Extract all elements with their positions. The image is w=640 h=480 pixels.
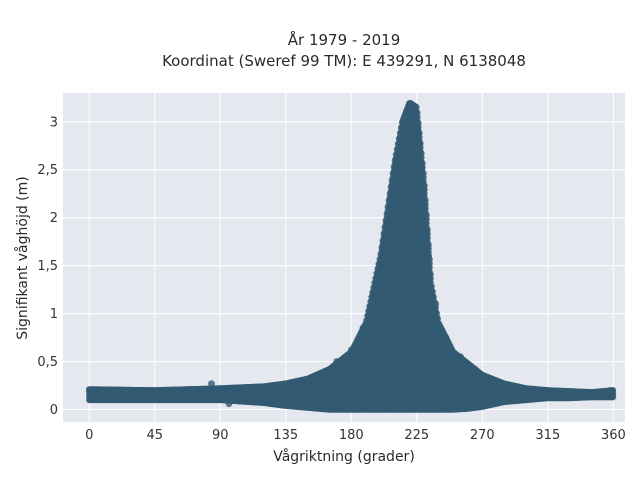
data-point [418, 150, 425, 157]
chart-title-line-1: År 1979 - 2019 [288, 30, 401, 49]
data-point [415, 120, 422, 127]
chart-title-line-2: Koordinat (Sweref 99 TM): E 439291, N 61… [162, 52, 526, 70]
data-point [417, 140, 424, 147]
data-points [85, 99, 617, 413]
